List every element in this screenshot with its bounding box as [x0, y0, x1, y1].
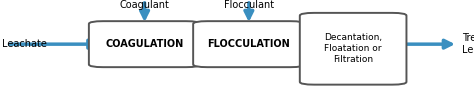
FancyBboxPatch shape [300, 13, 406, 85]
FancyBboxPatch shape [89, 21, 200, 67]
Text: FLOCCULATION: FLOCCULATION [208, 39, 290, 49]
Text: COAGULATION: COAGULATION [105, 39, 184, 49]
Text: Coagulant: Coagulant [119, 0, 170, 10]
Text: Decantation,
Floatation or
Filtration: Decantation, Floatation or Filtration [324, 33, 382, 64]
Text: Leachate: Leachate [2, 39, 47, 49]
Text: Flocculant: Flocculant [224, 0, 274, 10]
FancyBboxPatch shape [193, 21, 304, 67]
Text: Treated
Leachate: Treated Leachate [462, 33, 474, 55]
